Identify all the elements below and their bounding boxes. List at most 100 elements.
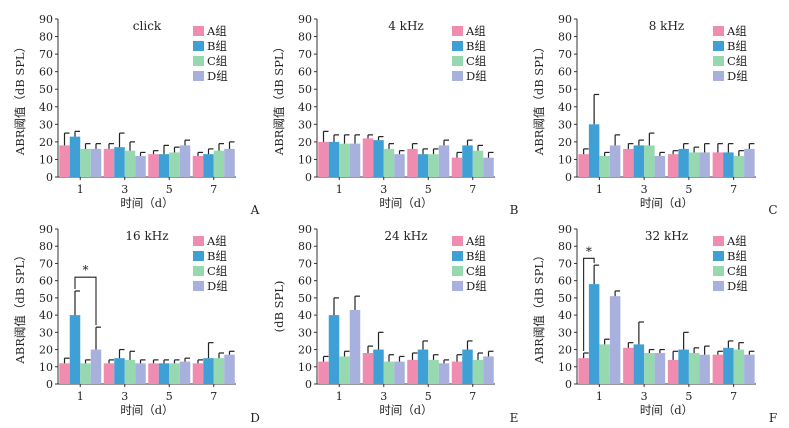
bar — [483, 157, 494, 177]
y-tick-label: 90 — [298, 223, 312, 236]
bar — [417, 154, 429, 177]
legend-swatch — [452, 266, 463, 276]
y-tick-label: 30 — [298, 326, 312, 339]
legend-swatch — [193, 41, 204, 51]
bar — [428, 154, 439, 177]
y-tick-label: 20 — [298, 136, 312, 149]
legend-label: B组 — [466, 39, 486, 53]
y-tick-label: 10 — [558, 361, 572, 374]
y-tick-label: 60 — [39, 66, 53, 79]
legend-swatch — [193, 26, 204, 36]
y-tick-label: 20 — [298, 344, 312, 357]
legend-swatch — [713, 71, 724, 81]
legend-swatch — [452, 236, 463, 246]
y-tick-label: 10 — [298, 361, 312, 374]
y-tick-label: 10 — [39, 361, 53, 374]
legend-swatch — [193, 71, 204, 81]
bar — [733, 155, 745, 177]
bar — [373, 349, 384, 384]
legend-swatch — [193, 236, 204, 246]
legend-swatch — [193, 56, 204, 66]
bar — [609, 296, 621, 384]
y-tick-label: 80 — [558, 240, 572, 253]
x-tick-label: 1 — [77, 183, 84, 196]
y-tick-label: 50 — [39, 83, 53, 96]
bar — [462, 349, 473, 384]
y-tick-label: 0 — [46, 378, 53, 391]
panel-label: A — [250, 203, 260, 217]
bar — [383, 148, 395, 177]
bar — [383, 361, 395, 384]
y-axis-label: ABR阈值（dB SPL） — [532, 41, 546, 156]
chart-panel-f: 0 10 20 30 40 50 60 70 80 90 ABR阈值（dB SPL） 1 3 5 7 * 32 … — [532, 223, 777, 425]
x-tick-label: 5 — [425, 390, 432, 403]
legend-swatch — [193, 251, 204, 261]
bar — [723, 152, 734, 177]
bar — [744, 148, 755, 177]
chart-title: 24 kHz — [384, 229, 427, 243]
legend-swatch — [713, 236, 724, 246]
bar — [158, 154, 170, 177]
legend-label: A组 — [726, 234, 747, 248]
bar — [428, 359, 439, 384]
bar — [318, 141, 329, 177]
bar — [394, 361, 405, 384]
legend-swatch — [713, 41, 724, 51]
y-tick-label: 40 — [39, 309, 53, 322]
x-tick-label: 5 — [685, 183, 692, 196]
panel-label: F — [769, 411, 777, 425]
bar — [349, 143, 361, 177]
chart-panel-d: 0 10 20 30 40 50 60 70 80 90 ABR阈值（dB SPL） 1 3 5 7 * 16 … — [13, 223, 260, 425]
bar — [373, 140, 384, 177]
y-tick-label: 60 — [558, 66, 572, 79]
bar — [135, 363, 146, 384]
bar — [224, 148, 235, 177]
legend-label: A组 — [206, 234, 227, 248]
legend-label: D组 — [207, 69, 228, 83]
legend-label: D组 — [466, 279, 487, 293]
bar — [483, 356, 494, 384]
y-tick-label: 60 — [558, 275, 572, 288]
legend-label: D组 — [727, 279, 748, 293]
bar — [609, 145, 621, 177]
legend-swatch — [452, 56, 463, 66]
legend-label: B组 — [207, 39, 227, 53]
legend-label: C组 — [466, 264, 487, 278]
bar — [588, 124, 600, 177]
x-axis-label: 时间（d） — [379, 196, 432, 210]
bar — [362, 138, 374, 177]
legend-label: D组 — [466, 69, 487, 83]
legend-label: B组 — [727, 39, 747, 53]
x-tick-label: 5 — [685, 390, 692, 403]
bar — [688, 152, 700, 177]
legend-label: D组 — [207, 279, 228, 293]
bar — [213, 150, 225, 177]
y-tick-label: 0 — [305, 171, 312, 184]
x-tick-label: 3 — [641, 390, 648, 403]
bar — [169, 152, 180, 177]
y-tick-label: 50 — [298, 83, 312, 96]
y-tick-label: 70 — [558, 48, 572, 61]
x-tick-label: 1 — [336, 183, 343, 196]
bar — [623, 148, 634, 177]
bar — [678, 349, 689, 384]
y-tick-label: 20 — [39, 344, 53, 357]
chart-title: 8 kHz — [649, 19, 685, 33]
legend-label: C组 — [207, 54, 228, 68]
x-tick-label: 1 — [596, 390, 603, 403]
bar — [203, 154, 214, 177]
y-tick-label: 40 — [298, 101, 312, 114]
x-tick-label: 7 — [210, 183, 217, 196]
bar — [578, 154, 589, 177]
bar — [451, 157, 463, 177]
bar — [723, 347, 734, 384]
y-tick-label: 20 — [558, 136, 572, 149]
y-tick-label: 0 — [565, 171, 572, 184]
legend-label: A组 — [726, 24, 747, 38]
y-tick-label: 10 — [298, 153, 312, 166]
bar — [712, 354, 724, 384]
bar — [224, 354, 235, 384]
legend-swatch — [713, 56, 724, 66]
legend-swatch — [193, 266, 204, 276]
y-tick-label: 90 — [39, 223, 53, 236]
